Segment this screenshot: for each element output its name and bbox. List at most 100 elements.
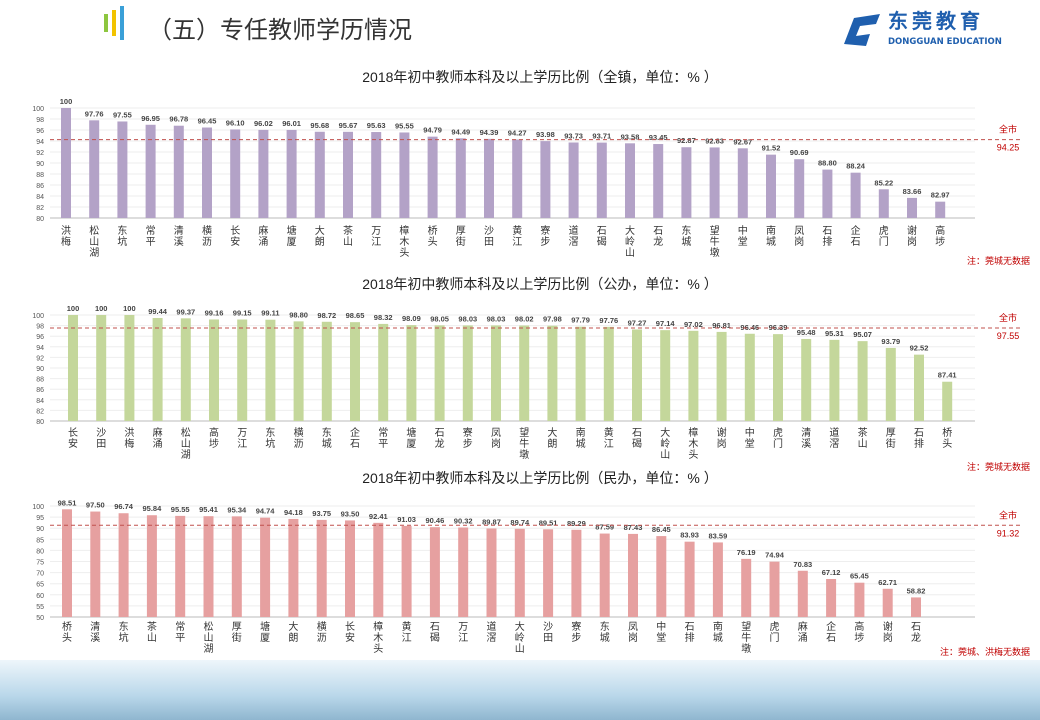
data-label: 85.22 bbox=[874, 178, 893, 187]
x-tick-label: 排 bbox=[822, 235, 832, 248]
x-tick-label: 塘 bbox=[406, 426, 416, 439]
x-tick-label: 平 bbox=[146, 237, 156, 248]
x-tick-label: 沥 bbox=[317, 632, 327, 644]
data-label: 93.98 bbox=[536, 130, 555, 139]
x-tick-label: 涌 bbox=[258, 236, 268, 248]
bar bbox=[314, 131, 325, 218]
x-tick-label: 望 bbox=[710, 224, 720, 237]
x-tick-label: 麻 bbox=[258, 224, 268, 237]
x-tick-label: 大 bbox=[547, 426, 557, 439]
data-label: 97.55 bbox=[113, 110, 132, 119]
data-label: 58.82 bbox=[907, 586, 926, 595]
data-label: 99.15 bbox=[233, 309, 252, 318]
x-tick-label: 石 bbox=[632, 428, 642, 439]
y-tick-label: 95 bbox=[36, 515, 44, 522]
y-tick-label: 84 bbox=[36, 398, 44, 405]
x-tick-label: 樟 bbox=[399, 224, 409, 237]
bar bbox=[202, 127, 212, 218]
bar bbox=[744, 333, 755, 421]
x-tick-label: 虎 bbox=[879, 225, 889, 237]
data-label: 95.68 bbox=[310, 121, 329, 130]
x-tick-label: 堂 bbox=[745, 438, 755, 450]
bar bbox=[258, 129, 269, 218]
y-tick-label: 65 bbox=[36, 582, 44, 589]
data-label: 94.49 bbox=[451, 127, 470, 136]
data-label: 98.09 bbox=[402, 314, 421, 323]
bar bbox=[345, 520, 355, 617]
x-tick-label: 横 bbox=[202, 224, 212, 237]
data-label: 94.27 bbox=[508, 129, 527, 138]
data-label: 70.83 bbox=[793, 560, 812, 569]
x-tick-label: 万 bbox=[458, 622, 468, 633]
x-tick-label: 埗 bbox=[209, 437, 219, 450]
x-tick-label: 石 bbox=[851, 237, 861, 248]
data-label: 98.03 bbox=[487, 314, 506, 323]
x-tick-label: 街 bbox=[456, 235, 466, 248]
bar bbox=[822, 169, 833, 218]
data-label: 95.34 bbox=[227, 505, 247, 514]
x-tick-label: 谢 bbox=[717, 426, 727, 439]
bar bbox=[237, 319, 248, 421]
x-tick-label: 步 bbox=[540, 236, 550, 248]
data-label: 92.83 bbox=[705, 136, 724, 145]
x-tick-label: 虎 bbox=[770, 621, 780, 633]
x-tick-label: 街 bbox=[232, 631, 242, 644]
x-tick-label: 万 bbox=[371, 226, 381, 237]
x-tick-label: 城 bbox=[322, 438, 332, 450]
x-tick-label: 牛 bbox=[741, 631, 751, 644]
x-tick-label: 东 bbox=[265, 426, 275, 439]
x-tick-label: 虎 bbox=[773, 427, 783, 439]
y-tick-label: 82 bbox=[36, 205, 44, 212]
y-tick-label: 84 bbox=[36, 194, 44, 201]
x-tick-label: 岗 bbox=[907, 236, 917, 248]
bar bbox=[773, 334, 783, 421]
bar bbox=[89, 120, 100, 218]
y-tick-label: 80 bbox=[36, 419, 44, 426]
data-label: 89.51 bbox=[539, 518, 558, 527]
x-tick-label: 头 bbox=[373, 643, 383, 655]
data-label: 98.05 bbox=[430, 314, 449, 323]
x-tick-label: 松 bbox=[181, 426, 191, 439]
data-label: 94.18 bbox=[284, 508, 303, 517]
x-tick-label: 沥 bbox=[294, 438, 304, 450]
x-tick-label: 石 bbox=[597, 226, 607, 237]
x-tick-label: 梅 bbox=[124, 437, 134, 450]
y-tick-label: 90 bbox=[36, 526, 44, 533]
bar bbox=[427, 136, 438, 218]
logo: 东莞教育 DONGGUAN EDUCATION bbox=[840, 10, 1030, 50]
x-tick-label: 厦 bbox=[287, 236, 297, 248]
y-tick-label: 94 bbox=[36, 139, 44, 146]
chart-title: 2018年初中教师本科及以上学历比例（全镇，单位：% ） bbox=[362, 69, 717, 85]
bar bbox=[688, 330, 699, 421]
x-tick-label: 堂 bbox=[656, 632, 666, 644]
data-label: 88.24 bbox=[846, 162, 866, 171]
x-tick-label: 溪 bbox=[90, 632, 100, 644]
bar bbox=[547, 325, 558, 421]
bar bbox=[599, 533, 610, 617]
bar bbox=[434, 325, 445, 421]
x-tick-label: 墩 bbox=[710, 246, 720, 259]
x-tick-label: 大 bbox=[625, 224, 635, 237]
x-tick-label: 清 bbox=[174, 224, 184, 237]
x-tick-label: 山 bbox=[147, 632, 157, 644]
x-tick-label: 街 bbox=[886, 437, 896, 450]
x-tick-label: 望 bbox=[519, 426, 529, 439]
bar bbox=[660, 330, 671, 421]
x-tick-label: 山 bbox=[89, 236, 99, 248]
bar bbox=[878, 189, 889, 218]
bar bbox=[175, 515, 186, 617]
data-label: 89.74 bbox=[510, 518, 530, 527]
bar bbox=[684, 541, 695, 617]
data-label: 83.66 bbox=[903, 187, 922, 196]
x-tick-label: 岗 bbox=[628, 632, 638, 644]
bar bbox=[914, 354, 924, 421]
x-tick-label: 石 bbox=[435, 428, 445, 439]
bar bbox=[288, 518, 299, 617]
data-label: 92.52 bbox=[910, 344, 929, 353]
x-tick-label: 朗 bbox=[547, 438, 557, 450]
y-tick-label: 86 bbox=[36, 387, 44, 394]
data-label: 97.02 bbox=[684, 320, 703, 329]
data-label: 99.16 bbox=[205, 308, 224, 317]
data-label: 98.80 bbox=[289, 310, 308, 319]
x-tick-label: 木 bbox=[399, 236, 409, 248]
